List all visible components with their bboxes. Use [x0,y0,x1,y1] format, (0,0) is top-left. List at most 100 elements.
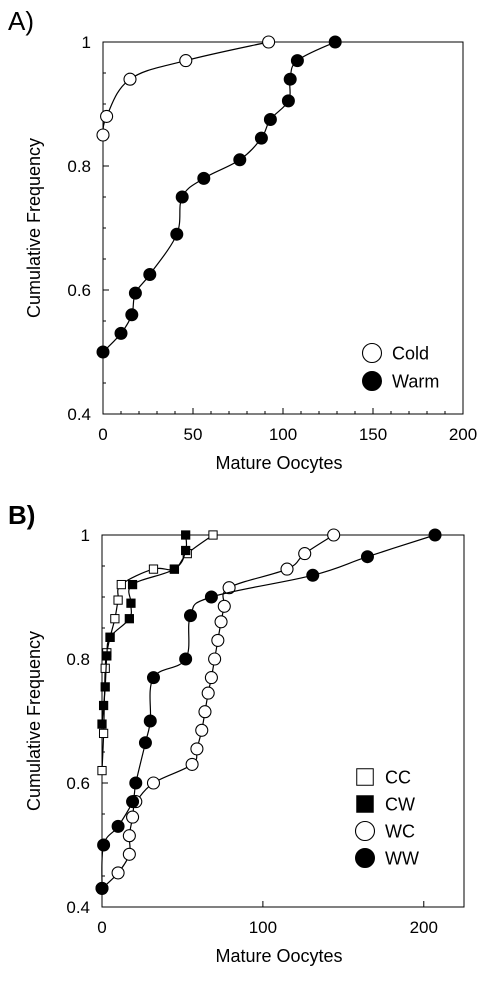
data-point [111,819,125,833]
data-point [281,94,295,108]
legend-label: WW [385,849,419,869]
data-point [126,810,140,824]
data-point [97,838,111,852]
legend-label: Cold [392,344,429,364]
x-axis-title: Mature Oocytes [215,453,342,473]
legend-label: WC [385,822,415,842]
data-point [262,35,276,49]
data-point [125,308,139,322]
data-point [124,614,134,624]
y-tick-label: 0.8 [67,157,91,176]
data-point [327,528,341,542]
legend: CC CW WC WW [354,768,419,869]
legend: Cold Warm [361,342,439,392]
panel-label: B) [8,500,35,530]
legend-marker [356,768,374,786]
data-point [233,153,247,167]
data-point [129,776,143,790]
data-point [105,632,115,642]
data-point [98,728,109,739]
x-tick-label: 50 [184,425,203,444]
data-point [148,564,159,574]
y-axis-title: Cumulative Frequency [24,631,44,811]
data-point [328,35,342,49]
data-point [222,581,236,595]
panel-label: A) [8,6,34,36]
data-point [114,326,128,340]
y-tick-label: 0.4 [67,405,91,424]
data-point [128,286,142,300]
data-point [113,595,123,605]
legend-marker [361,342,383,364]
data-point [102,651,112,661]
data-point [198,705,212,719]
data-point [96,345,110,359]
data-point [208,652,222,666]
data-point [197,171,211,185]
series-line [101,534,335,889]
legend-label: Warm [392,372,439,392]
data-point [204,590,218,604]
data-point [179,652,193,666]
data-point [183,609,197,623]
data-point [146,776,161,790]
data-point [95,881,109,895]
data-point [208,530,218,540]
data-point [263,113,277,126]
data-point [110,614,120,624]
x-tick-label: 100 [269,425,297,444]
legend-marker [362,371,382,391]
series-cold [96,35,276,142]
data-point [126,795,140,809]
data-point [204,671,218,685]
data-point [143,714,157,728]
data-point [283,72,297,86]
series-ww [95,528,442,895]
data-point [138,736,152,750]
series-cw [97,530,191,729]
data-point [211,633,225,647]
legend-label: CW [385,795,415,815]
data-point [97,719,107,729]
data-point [280,562,294,576]
data-point [201,686,215,700]
panel-b: B) 0.4 0.6 0.8 1 0 100 200 Mature Oocytes Cumulat… [8,500,465,966]
series-line [101,534,188,725]
data-point [146,671,160,685]
x-tick-label: 200 [449,425,477,444]
data-point [96,128,110,142]
data-point [190,742,204,756]
data-point [123,72,137,86]
data-point [181,530,191,540]
data-point [195,723,209,737]
x-tick-label: 0 [98,425,107,444]
data-point [170,227,184,241]
data-point [100,682,110,692]
data-point [214,615,228,629]
x-tick-label: 100 [249,918,277,937]
data-point [143,268,157,281]
data-point [122,829,136,843]
y-axis-title: Cumulative Frequency [24,138,44,318]
data-point [254,131,268,145]
x-tick-label: 150 [359,425,387,444]
legend-marker [356,795,374,813]
data-point [127,579,138,590]
data-point [217,599,231,613]
legend-marker [354,820,376,842]
panel-a: A) 0.4 0.6 0.8 1 0 50 100 150 200 Mature Oocytes Cu… [8,6,477,473]
data-point [185,757,199,771]
data-point [100,663,110,673]
data-point [181,545,191,556]
series-warm [96,35,342,359]
data-point [290,54,304,68]
y-tick-label: 0.6 [66,774,90,793]
y-tick-label: 1 [82,33,91,52]
y-tick-label: 0.6 [67,281,91,300]
data-point [360,550,374,564]
legend-marker [355,848,375,868]
x-axis-title: Mature Oocytes [215,946,342,966]
data-point [116,579,126,590]
data-point [100,109,114,123]
